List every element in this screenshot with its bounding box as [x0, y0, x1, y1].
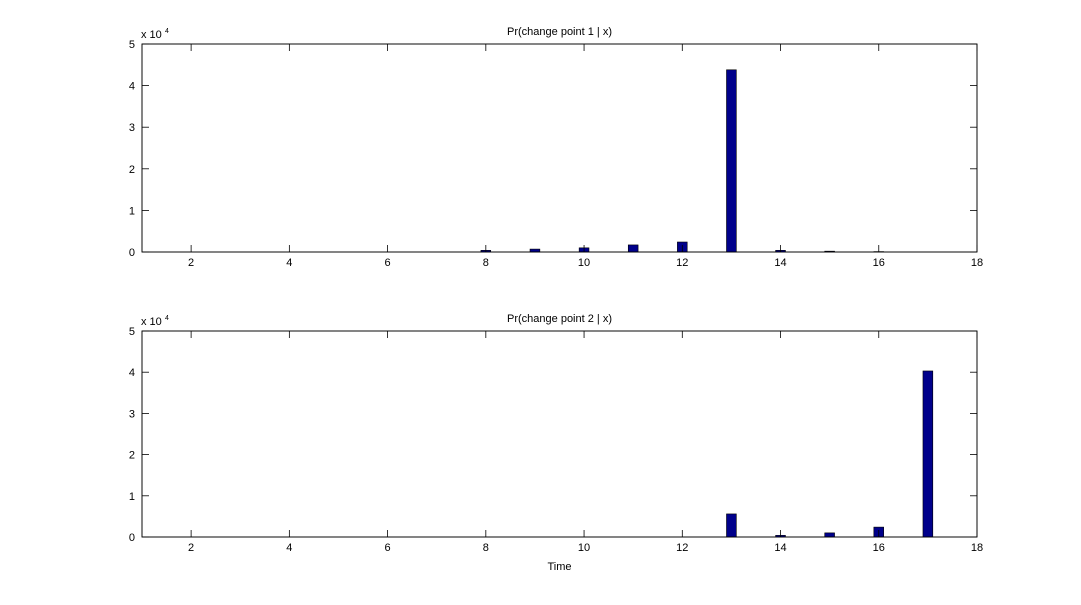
x-axis-label: Time — [547, 561, 571, 573]
x-tick-label: 18 — [971, 257, 983, 269]
y-tick-label: 0 — [129, 247, 135, 259]
x-tick-label: 2 — [188, 257, 194, 269]
chart-title: Pr(change point 1 | x) — [507, 26, 612, 38]
axis-multiplier-exponent: 4 — [165, 315, 169, 322]
y-tick-label: 5 — [129, 39, 135, 51]
y-tick-label: 1 — [129, 491, 135, 503]
y-tick-label: 4 — [129, 81, 135, 93]
y-tick-label: 1 — [129, 205, 135, 217]
bar — [529, 248, 541, 253]
axis-multiplier: x 10 — [141, 29, 162, 41]
y-tick-label: 3 — [129, 408, 135, 420]
x-tick-label: 6 — [385, 542, 391, 554]
x-tick-label: 4 — [286, 542, 292, 554]
plot-area — [141, 43, 978, 253]
x-tick-label: 8 — [483, 542, 489, 554]
bar — [922, 370, 934, 538]
y-tick-label: 2 — [129, 164, 135, 176]
bar — [824, 532, 835, 538]
x-tick-label: 6 — [385, 257, 391, 269]
x-tick-label: 10 — [578, 542, 590, 554]
x-tick-label: 12 — [676, 257, 688, 269]
chart-title: Pr(change point 2 | x) — [507, 313, 612, 325]
bar — [726, 69, 737, 253]
x-tick-label: 14 — [774, 257, 786, 269]
axes-box — [141, 43, 978, 253]
x-tick-label: 12 — [676, 542, 688, 554]
y-tick-label: 2 — [129, 450, 135, 462]
x-tick-label: 8 — [483, 257, 489, 269]
x-tick-label: 14 — [774, 542, 786, 554]
y-tick-label: 0 — [129, 532, 135, 544]
plot-area — [141, 330, 978, 538]
x-tick-label: 10 — [578, 257, 590, 269]
x-tick-label: 16 — [873, 257, 885, 269]
x-tick-label: 18 — [971, 542, 983, 554]
bar — [627, 244, 639, 253]
bar — [726, 513, 737, 538]
y-tick-label: 4 — [129, 367, 135, 379]
axis-multiplier: x 10 — [141, 316, 162, 328]
axis-multiplier-exponent: 4 — [165, 28, 169, 35]
x-tick-label: 16 — [873, 542, 885, 554]
x-tick-label: 4 — [286, 257, 292, 269]
y-tick-label: 3 — [129, 122, 135, 134]
axes-box — [141, 330, 978, 538]
x-tick-label: 2 — [188, 542, 194, 554]
y-tick-label: 5 — [129, 326, 135, 338]
